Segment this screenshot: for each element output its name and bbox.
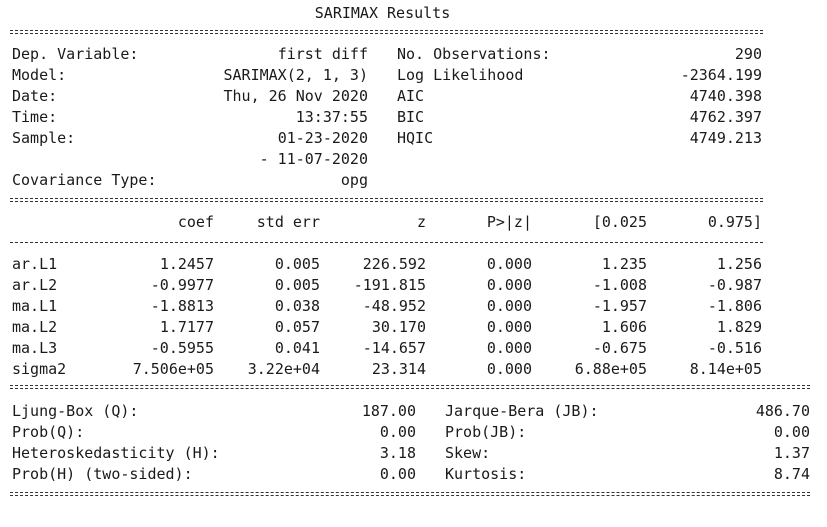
ci-upper-cell: 1.256: [716, 255, 762, 273]
ci-upper-cell: -0.516: [707, 339, 762, 357]
ljung-box-label: Ljung-Box (Q):: [12, 402, 139, 420]
kurtosis-value: 8.74: [773, 465, 810, 483]
param-name: ar.L2: [12, 276, 58, 294]
p-value-cell: 0.000: [486, 297, 532, 315]
param-name: ma.L3: [12, 339, 58, 357]
coef-top-double-rule: [10, 198, 763, 202]
ljung-box-value: 187.00: [361, 402, 416, 420]
model-label: Model:: [12, 66, 67, 84]
skew-value: 1.37: [773, 444, 810, 462]
ci-lower-cell: -0.675: [592, 339, 647, 357]
coef-cell: -0.5955: [150, 339, 214, 357]
hqic-label: HQIC: [397, 129, 434, 147]
std-err-cell: 0.005: [274, 255, 320, 273]
dep-variable-value: first diff: [277, 45, 368, 63]
header-ci-upper: 0.975]: [707, 213, 762, 231]
ci-lower-cell: -1.008: [592, 276, 647, 294]
log-likelihood-label: Log Likelihood: [397, 66, 524, 84]
kurtosis-label: Kurtosis:: [445, 465, 527, 483]
header-z: z: [416, 213, 426, 231]
coef-cell: -0.9977: [150, 276, 214, 294]
diagnostics-top-double-rule: [10, 385, 810, 389]
z-cell: -48.952: [362, 297, 426, 315]
bottom-double-rule: [10, 492, 810, 496]
date-value: Thu, 26 Nov 2020: [223, 87, 369, 105]
heteroskedasticity-label: Heteroskedasticity (H):: [12, 444, 220, 462]
jarque-bera-label: Jarque-Bera (JB):: [445, 402, 599, 420]
hqic-value: 4749.213: [689, 129, 762, 147]
top-double-rule: [10, 30, 763, 34]
jarque-bera-value: 486.70: [755, 402, 810, 420]
dep-variable-label: Dep. Variable:: [12, 45, 139, 63]
p-value-cell: 0.000: [486, 339, 532, 357]
bic-value: 4762.397: [689, 108, 762, 126]
p-value-cell: 0.000: [486, 276, 532, 294]
ci-lower-cell: 1.235: [601, 255, 647, 273]
param-name: ma.L2: [12, 318, 58, 336]
prob-jb-value: 0.00: [773, 423, 810, 441]
std-err-cell: 0.005: [274, 276, 320, 294]
ci-lower-cell: 6.88e+05: [574, 360, 647, 378]
date-label: Date:: [12, 87, 58, 105]
z-cell: -191.815: [353, 276, 426, 294]
ci-upper-cell: 1.829: [716, 318, 762, 336]
time-label: Time:: [12, 108, 58, 126]
z-cell: 226.592: [362, 255, 426, 273]
aic-label: AIC: [397, 87, 425, 105]
p-value-cell: 0.000: [486, 255, 532, 273]
prob-jb-label: Prob(JB):: [445, 423, 527, 441]
no-observations-value: 290: [734, 45, 762, 63]
ci-upper-cell: -1.806: [707, 297, 762, 315]
z-cell: 30.170: [371, 318, 426, 336]
no-observations-label: No. Observations:: [397, 45, 551, 63]
header-std-err: std err: [256, 213, 320, 231]
std-err-cell: 0.038: [274, 297, 320, 315]
ci-lower-cell: -1.957: [592, 297, 647, 315]
covariance-type-label: Covariance Type:: [12, 171, 157, 189]
param-name: ar.L1: [12, 255, 58, 273]
covariance-type-value: opg: [340, 171, 368, 189]
ci-lower-cell: 1.606: [601, 318, 647, 336]
prob-h-value: 0.00: [379, 465, 416, 483]
header-ci-lower: [0.025: [592, 213, 647, 231]
std-err-cell: 3.22e+04: [247, 360, 320, 378]
p-value-cell: 0.000: [486, 360, 532, 378]
coef-cell: 7.506e+05: [132, 360, 214, 378]
skew-label: Skew:: [445, 444, 491, 462]
log-likelihood-value: -2364.199: [680, 66, 762, 84]
results-title: SARIMAX Results: [314, 4, 451, 22]
z-cell: -14.657: [362, 339, 426, 357]
ci-upper-cell: -0.987: [707, 276, 762, 294]
model-value: SARIMAX(2, 1, 3): [223, 66, 369, 84]
std-err-cell: 0.057: [274, 318, 320, 336]
prob-h-label: Prob(H) (two-sided):: [12, 465, 193, 483]
header-p-value: P>|z|: [486, 213, 532, 231]
sample-label: Sample:: [12, 129, 76, 147]
header-coef: coef: [177, 213, 214, 231]
coef-cell: -1.8813: [150, 297, 214, 315]
prob-q-value: 0.00: [379, 423, 416, 441]
coef-header-rule: [10, 242, 763, 243]
param-name: sigma2: [12, 360, 67, 378]
prob-q-label: Prob(Q):: [12, 423, 85, 441]
coef-cell: 1.2457: [159, 255, 214, 273]
time-value: 13:37:55: [295, 108, 368, 126]
coef-cell: 1.7177: [159, 318, 214, 336]
sample-end-value: - 11-07-2020: [259, 150, 368, 168]
aic-value: 4740.398: [689, 87, 762, 105]
param-name: ma.L1: [12, 297, 58, 315]
p-value-cell: 0.000: [486, 318, 532, 336]
heteroskedasticity-value: 3.18: [379, 444, 416, 462]
ci-upper-cell: 8.14e+05: [689, 360, 762, 378]
z-cell: 23.314: [371, 360, 426, 378]
std-err-cell: 0.041: [274, 339, 320, 357]
bic-label: BIC: [397, 108, 425, 126]
sample-start-value: 01-23-2020: [277, 129, 368, 147]
